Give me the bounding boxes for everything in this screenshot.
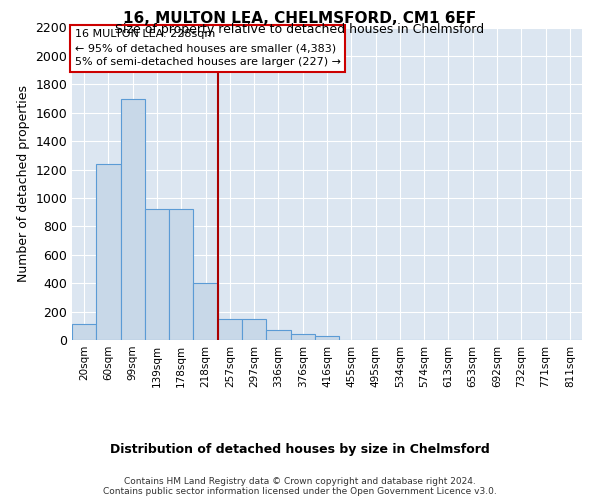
Bar xyxy=(169,210,193,340)
Bar xyxy=(266,330,290,340)
Bar xyxy=(96,164,121,340)
Text: Contains HM Land Registry data © Crown copyright and database right 2024.: Contains HM Land Registry data © Crown c… xyxy=(124,478,476,486)
Bar xyxy=(193,283,218,340)
Y-axis label: Number of detached properties: Number of detached properties xyxy=(17,85,30,282)
Bar xyxy=(72,324,96,340)
Bar xyxy=(145,210,169,340)
Text: Distribution of detached houses by size in Chelmsford: Distribution of detached houses by size … xyxy=(110,442,490,456)
Bar xyxy=(242,318,266,340)
Text: 16 MULTON LEA: 228sqm
← 95% of detached houses are smaller (4,383)
5% of semi-de: 16 MULTON LEA: 228sqm ← 95% of detached … xyxy=(74,29,341,67)
Bar xyxy=(315,336,339,340)
Bar xyxy=(218,318,242,340)
Text: Contains public sector information licensed under the Open Government Licence v3: Contains public sector information licen… xyxy=(103,488,497,496)
Bar xyxy=(121,98,145,340)
Text: 16, MULTON LEA, CHELMSFORD, CM1 6EF: 16, MULTON LEA, CHELMSFORD, CM1 6EF xyxy=(124,11,476,26)
Bar xyxy=(290,334,315,340)
Text: Size of property relative to detached houses in Chelmsford: Size of property relative to detached ho… xyxy=(115,22,485,36)
